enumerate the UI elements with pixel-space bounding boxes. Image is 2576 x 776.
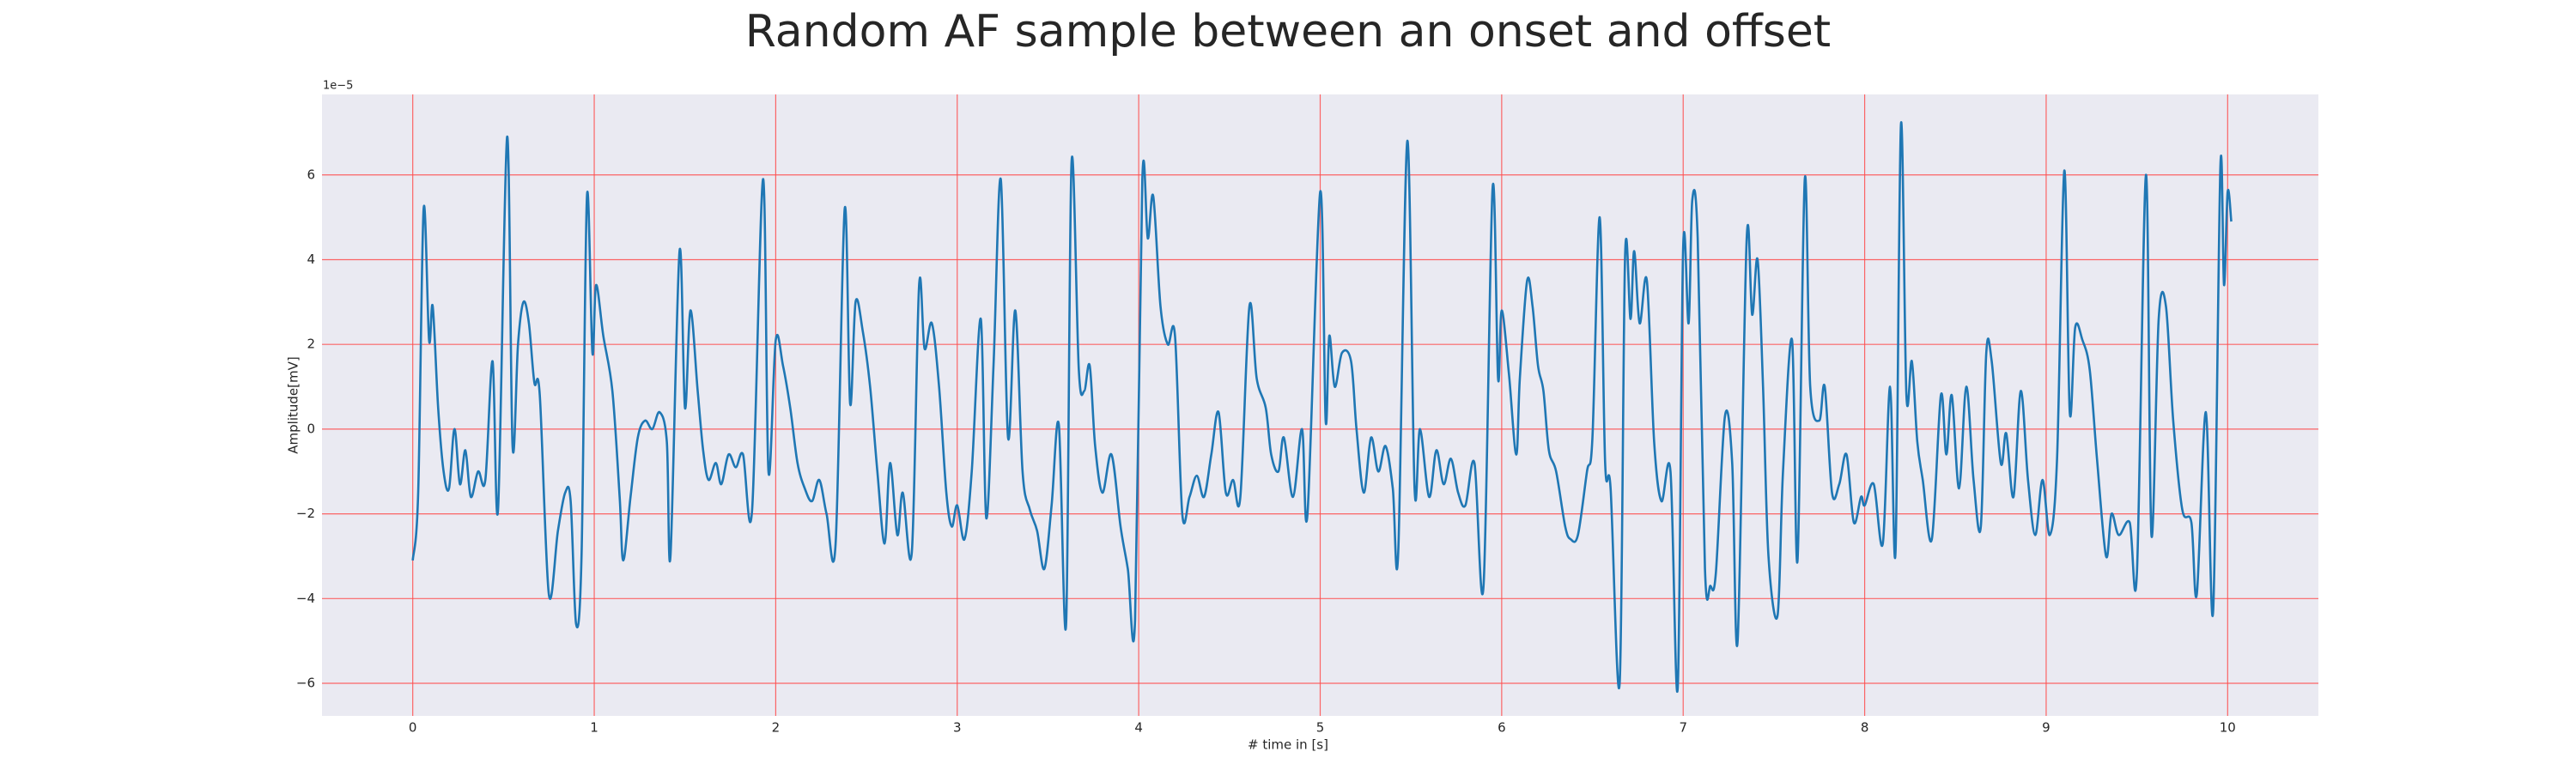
x-tick-label: 0: [409, 720, 417, 736]
y-tick-label: 2: [307, 336, 315, 352]
y-offset-label: 1e−5: [323, 80, 353, 93]
y-tick-label: −6: [296, 675, 315, 690]
x-tick-label: 7: [1679, 720, 1687, 736]
x-tick-label: 8: [1861, 720, 1869, 736]
x-tick-label: 10: [2220, 720, 2236, 736]
y-tick-label: 0: [307, 421, 315, 436]
x-tick-label: 3: [953, 720, 962, 736]
x-tick-label: 4: [1134, 720, 1143, 736]
x-tick-label: 5: [1316, 720, 1325, 736]
signal-line: [411, 121, 2233, 693]
x-tick-label: 1: [590, 720, 598, 736]
x-tick-label: 2: [772, 720, 781, 736]
y-axis-label: Amplitude[mV]: [286, 356, 301, 453]
y-tick-label: −4: [296, 591, 315, 606]
y-tick-label: 6: [307, 167, 315, 182]
y-tick-label: −2: [296, 506, 315, 521]
x-axis-label: # time in [s]: [1248, 737, 1328, 753]
chart-title: Random AF sample between an onset and of…: [745, 6, 1831, 58]
x-tick-label: 6: [1498, 720, 1506, 736]
y-tick-label: 4: [307, 252, 315, 267]
x-tick-label: 9: [2042, 720, 2050, 736]
